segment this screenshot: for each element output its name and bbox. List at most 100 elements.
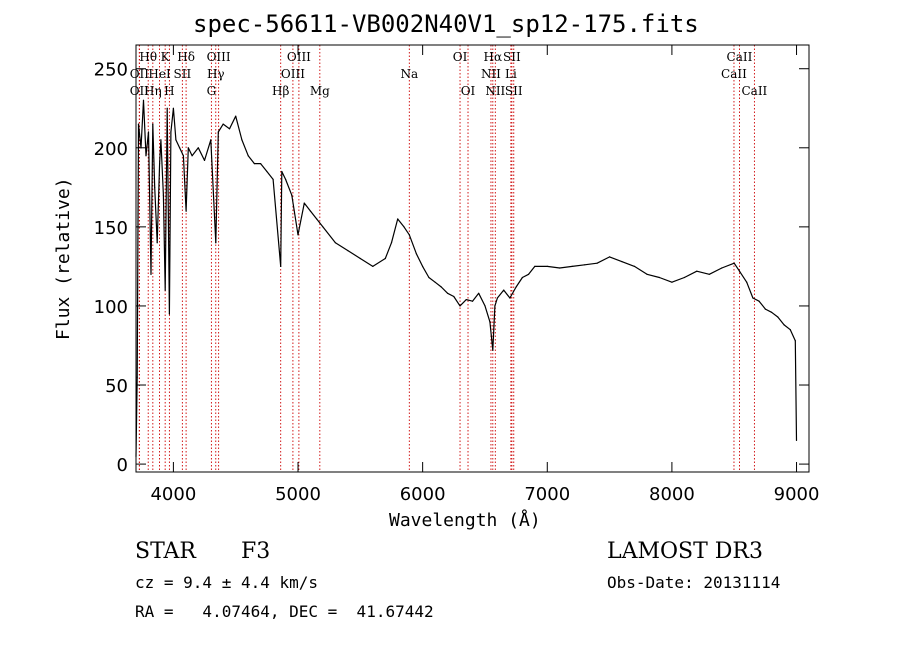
spectral-line-markers — [138, 45, 755, 472]
data-point — [241, 139, 243, 141]
data-point — [217, 131, 219, 133]
data-point — [528, 273, 530, 275]
data-point — [746, 281, 748, 283]
line-label-13: OIII — [287, 50, 311, 64]
data-point — [160, 139, 162, 141]
x-tick-label: 7000 — [524, 484, 570, 505]
data-point — [559, 267, 561, 269]
data-point — [478, 292, 480, 294]
line-label-11: G — [207, 84, 217, 98]
data-point — [403, 226, 405, 228]
data-point — [152, 123, 154, 125]
line-label-16: Na — [400, 67, 418, 81]
line-label-19: Hα — [484, 50, 503, 64]
x-tick-label: 9000 — [774, 484, 820, 505]
data-point — [297, 234, 299, 236]
y-axis-label: Flux (relative) — [53, 177, 74, 340]
data-point — [584, 264, 586, 266]
x-tick-label: 6000 — [400, 484, 446, 505]
data-point — [683, 276, 686, 279]
data-point — [147, 131, 150, 133]
data-point — [168, 313, 170, 315]
y-tick-label: 200 — [94, 139, 128, 160]
y-tick-label: 100 — [94, 297, 128, 318]
line-label-17: OI — [453, 50, 468, 64]
series-group — [135, 99, 798, 457]
data-point — [322, 226, 324, 228]
data-point — [175, 139, 177, 141]
data-point — [316, 218, 318, 220]
data-point — [696, 270, 698, 272]
data-point — [777, 316, 779, 318]
data-point — [397, 218, 399, 220]
data-point — [609, 256, 611, 258]
data-point — [658, 276, 661, 279]
data-point — [172, 107, 174, 109]
data-point — [571, 265, 573, 267]
data-point — [515, 286, 517, 288]
data-point — [159, 163, 161, 165]
series-line-flux — [135, 99, 798, 457]
data-point — [521, 276, 524, 279]
data-point — [303, 202, 305, 204]
data-point — [182, 155, 184, 157]
data-point — [771, 311, 773, 313]
data-point — [135, 455, 137, 457]
data-point — [179, 147, 181, 149]
data-point — [247, 155, 249, 157]
y-tick-label: 0 — [117, 455, 128, 476]
line-label-4: HeI — [148, 67, 171, 81]
plot-frame — [135, 44, 810, 473]
data-point — [272, 178, 274, 180]
data-point — [253, 163, 255, 165]
x-axis-label: Wavelength (Å) — [389, 510, 541, 531]
line-label-18: OI — [461, 84, 476, 98]
data-point — [752, 297, 754, 299]
data-point — [150, 273, 152, 275]
data-point — [422, 265, 424, 267]
data-point — [185, 210, 187, 212]
line-label-0: Hθ — [139, 50, 157, 64]
data-point — [459, 305, 461, 307]
obs-date-text: Obs-Date: 20131114 — [607, 573, 781, 592]
data-point — [203, 159, 206, 161]
line-label-26: CaII — [721, 67, 747, 81]
data-point — [145, 155, 147, 157]
data-point — [187, 147, 189, 149]
data-point — [428, 276, 430, 279]
data-point — [764, 308, 767, 310]
data-point — [291, 194, 293, 196]
data-point — [794, 340, 796, 342]
coordinates-text: RA = 4.07464, DEC = 41.67442 — [135, 602, 434, 621]
data-point — [733, 262, 735, 264]
data-point — [447, 292, 449, 294]
data-point — [260, 163, 262, 165]
data-point — [136, 376, 138, 378]
data-point — [471, 300, 474, 302]
data-point — [334, 242, 336, 244]
data-point — [156, 242, 158, 244]
data-point — [154, 186, 156, 188]
data-point — [496, 297, 498, 299]
data-point — [492, 349, 494, 351]
data-point — [708, 273, 710, 275]
data-point — [503, 289, 505, 291]
line-label-22: SII — [503, 50, 521, 64]
line-label-6: H — [164, 84, 174, 98]
line-label-23: Li — [505, 67, 517, 81]
line-label-2: OII — [130, 67, 150, 81]
data-point — [191, 155, 193, 157]
data-point — [596, 262, 598, 264]
data-point — [166, 107, 168, 109]
line-label-27: CaII — [741, 84, 767, 98]
object-subclass: F3 — [241, 539, 271, 564]
data-point — [671, 281, 673, 283]
chart-title: spec-56611-VB002N40V1_sp12-175.fits — [193, 10, 699, 38]
data-point — [280, 265, 282, 267]
data-point — [721, 267, 723, 269]
line-label-15: Mg — [310, 84, 330, 98]
data-point — [738, 270, 741, 272]
data-point — [408, 234, 410, 236]
data-point — [222, 123, 224, 125]
